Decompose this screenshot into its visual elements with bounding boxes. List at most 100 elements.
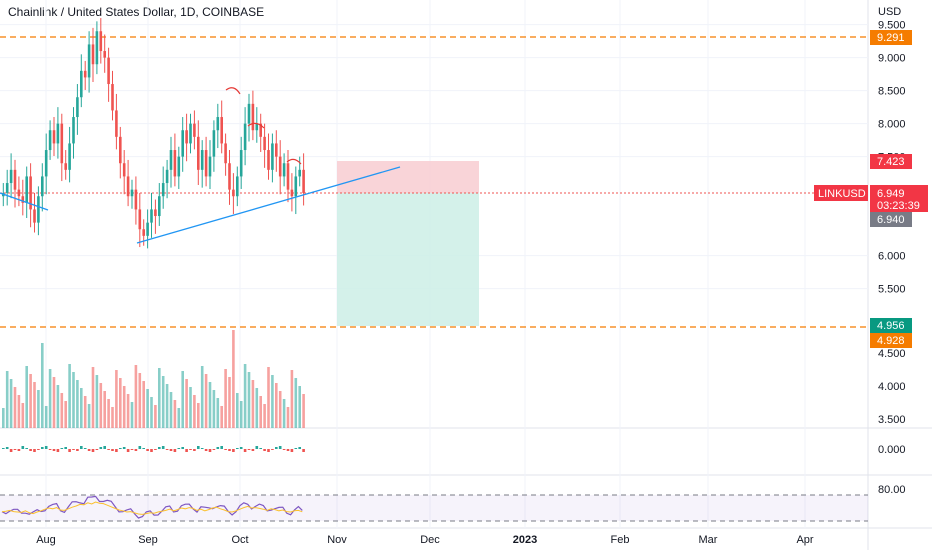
candle-body bbox=[278, 156, 282, 177]
macd-bar bbox=[107, 449, 110, 450]
macd-bar bbox=[64, 447, 67, 449]
trend-line-support[interactable] bbox=[136, 166, 401, 244]
shoulder-arc-drawing[interactable] bbox=[286, 158, 302, 165]
price-axis-label: 6.000 bbox=[878, 251, 906, 263]
volume-bar bbox=[17, 395, 21, 428]
macd-bar bbox=[146, 449, 149, 451]
macd-bar bbox=[278, 446, 282, 449]
candle-body bbox=[232, 189, 235, 197]
head-arc-drawing[interactable] bbox=[225, 87, 241, 95]
volume-bar bbox=[138, 373, 142, 428]
volume-bar bbox=[99, 383, 103, 428]
volume-bar bbox=[146, 389, 149, 428]
candle-body bbox=[158, 196, 161, 217]
volume-bar bbox=[200, 366, 204, 428]
candle-body bbox=[271, 143, 274, 170]
macd-bar bbox=[212, 449, 216, 450]
volume-bar bbox=[44, 406, 48, 428]
candle-body bbox=[290, 189, 294, 197]
macd-bar bbox=[72, 449, 75, 450]
volume-bar bbox=[68, 364, 71, 428]
macd-bar bbox=[21, 446, 25, 449]
volume-bar bbox=[197, 403, 200, 428]
candle-body bbox=[282, 163, 286, 177]
volume-bar bbox=[294, 378, 298, 428]
macd-bar bbox=[275, 447, 278, 449]
candle-body bbox=[91, 44, 95, 65]
macd-bar bbox=[200, 448, 204, 449]
svg-text:4.956: 4.956 bbox=[877, 320, 905, 332]
macd-bar bbox=[185, 449, 188, 452]
macd-bar bbox=[33, 449, 36, 452]
volume-bar bbox=[251, 380, 255, 428]
volume-bar bbox=[286, 407, 290, 428]
candle-body bbox=[275, 143, 278, 157]
volume-bar bbox=[119, 378, 122, 428]
upper-level-badge: 9.291 bbox=[870, 30, 912, 45]
volume-bar bbox=[13, 387, 17, 428]
candle-body bbox=[83, 70, 87, 78]
price-axis-label: 8.500 bbox=[878, 86, 906, 98]
volume-bar bbox=[111, 407, 114, 428]
symbol-badge: LINKUSD bbox=[814, 185, 868, 201]
macd-bar bbox=[119, 448, 122, 449]
volume-bars bbox=[2, 330, 305, 428]
candle-body bbox=[181, 130, 184, 157]
candle-body bbox=[294, 176, 298, 197]
price-axis-label: 5.500 bbox=[878, 284, 906, 296]
candle-body bbox=[267, 150, 270, 170]
candle-body bbox=[72, 117, 75, 144]
volume-bar bbox=[185, 379, 188, 428]
price-axis-label: 9.000 bbox=[878, 53, 906, 65]
prev-close-badge: 6.940 bbox=[870, 212, 912, 227]
candle-body bbox=[189, 123, 192, 144]
volume-bar bbox=[37, 390, 40, 428]
volume-bar bbox=[193, 395, 196, 428]
macd-bar bbox=[80, 446, 83, 449]
volume-bar bbox=[247, 372, 251, 428]
candle-body bbox=[111, 84, 114, 111]
candle-body bbox=[134, 189, 138, 210]
candle-body bbox=[122, 163, 126, 177]
candle-body bbox=[5, 183, 9, 193]
candle-body bbox=[44, 150, 48, 177]
volume-bar bbox=[161, 376, 165, 428]
macd-bar bbox=[17, 449, 21, 451]
candlesticks[interactable] bbox=[2, 18, 305, 249]
volume-bar bbox=[154, 405, 157, 428]
candle-body bbox=[68, 143, 71, 170]
volume-bar bbox=[56, 385, 60, 428]
shoulder-arc-drawing[interactable] bbox=[247, 122, 265, 129]
volume-bar bbox=[189, 387, 192, 428]
macd-bar bbox=[56, 449, 60, 452]
macd-bar bbox=[228, 449, 231, 451]
candle-body bbox=[161, 183, 165, 197]
candle-body bbox=[56, 123, 60, 144]
candle-body bbox=[64, 163, 67, 170]
candle-body bbox=[263, 136, 266, 151]
price-axis-label: 8.000 bbox=[878, 119, 906, 131]
trend-line-left[interactable] bbox=[0, 192, 49, 211]
time-axis-label: Sep bbox=[138, 534, 158, 546]
candle-body bbox=[130, 189, 134, 197]
svg-text:4.928: 4.928 bbox=[877, 335, 905, 347]
candle-body bbox=[286, 163, 290, 190]
macd-bar bbox=[204, 449, 208, 451]
candle-body bbox=[142, 229, 145, 236]
price-axis-unit: USD bbox=[878, 6, 901, 18]
volume-bar bbox=[72, 372, 75, 428]
take-profit-zone[interactable] bbox=[337, 193, 479, 326]
volume-bar bbox=[236, 393, 239, 428]
stop-loss-zone[interactable] bbox=[337, 161, 479, 193]
candle-body bbox=[154, 209, 157, 217]
stop-badge: 7.423 bbox=[870, 154, 912, 169]
macd-bar bbox=[161, 446, 165, 449]
candle-body bbox=[239, 150, 243, 177]
macd-bar bbox=[255, 446, 259, 449]
macd-axis-label: 0.000 bbox=[878, 444, 906, 456]
candle-body bbox=[216, 117, 220, 131]
macd-bar bbox=[68, 449, 71, 452]
candle-body bbox=[60, 123, 64, 164]
macd-bar bbox=[298, 447, 301, 449]
